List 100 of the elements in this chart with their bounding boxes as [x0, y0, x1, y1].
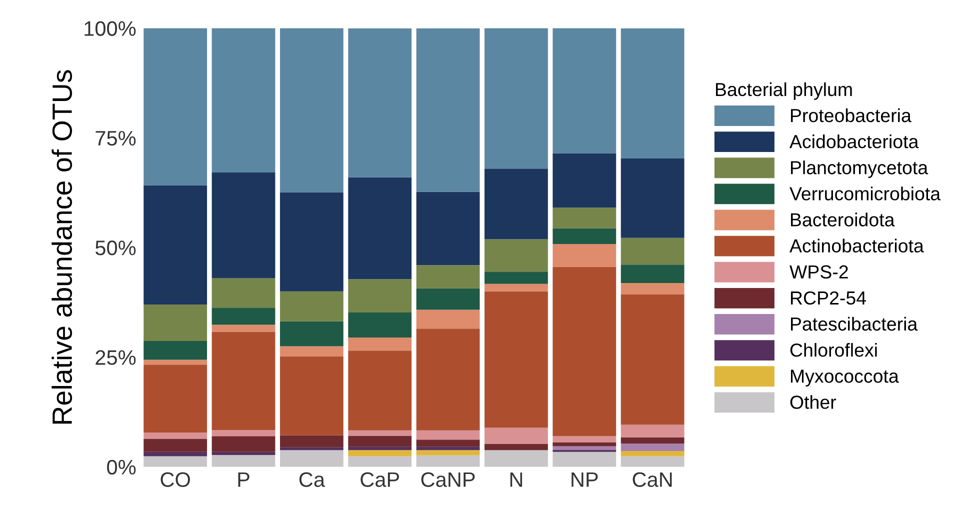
bar	[620, 456, 684, 467]
bar	[212, 452, 276, 455]
bar	[212, 430, 276, 436]
bar	[484, 428, 548, 444]
x-tick-label: CO	[160, 472, 190, 487]
bar	[348, 456, 412, 467]
bar	[280, 435, 344, 448]
bar	[552, 28, 616, 154]
bar	[484, 291, 548, 428]
bar	[552, 446, 616, 450]
bar	[348, 446, 412, 450]
y-tick-label: 0%	[107, 460, 136, 475]
bar	[212, 28, 276, 173]
bar	[280, 450, 344, 467]
bar	[620, 264, 684, 284]
bar	[144, 340, 208, 360]
legend-label: RCP2-54	[790, 291, 866, 305]
bar	[552, 266, 616, 436]
bar	[280, 291, 344, 322]
bar	[144, 364, 208, 433]
bar	[348, 430, 412, 436]
bar	[484, 272, 548, 284]
bar	[552, 153, 616, 208]
bar	[280, 447, 344, 450]
bar	[552, 436, 616, 442]
bar	[144, 438, 208, 452]
bar	[620, 158, 684, 238]
bar	[484, 239, 548, 272]
bar	[620, 451, 684, 456]
bar	[416, 288, 480, 310]
y-tick-label: 75%	[96, 130, 136, 146]
bar	[552, 452, 616, 467]
bar	[348, 350, 412, 430]
bar	[280, 346, 344, 356]
bar	[280, 192, 344, 292]
bar	[212, 308, 276, 325]
bar	[552, 244, 616, 267]
bar	[416, 328, 480, 430]
bar	[144, 452, 208, 456]
bar	[416, 310, 480, 329]
bar	[552, 208, 616, 228]
bar	[280, 356, 344, 436]
bar	[620, 294, 684, 425]
bar	[484, 284, 548, 292]
bar	[620, 283, 684, 294]
bar	[348, 28, 412, 178]
bar	[348, 177, 412, 280]
legend-title: Bacterial phylum	[716, 82, 852, 100]
bar	[144, 432, 208, 439]
bar	[416, 455, 480, 467]
legend-label: Planctomycetota	[790, 160, 928, 178]
y-axis-title: Relative abundance of OTUs	[52, 70, 72, 424]
bar	[416, 192, 480, 266]
legend-label: Verrucomicrobiota	[790, 186, 941, 200]
legend-label: Bacteroidota	[790, 212, 895, 226]
bar	[348, 312, 412, 338]
bar	[144, 185, 208, 305]
bar	[620, 238, 684, 265]
bar	[348, 436, 412, 447]
bar	[348, 450, 412, 456]
y-tick-label: 25%	[96, 350, 136, 365]
legend-label: Other	[790, 395, 836, 409]
bar	[416, 28, 480, 192]
bar	[416, 440, 480, 447]
bar	[280, 28, 344, 192]
bar	[620, 444, 684, 452]
x-tick-label: Ca	[299, 472, 325, 487]
bar	[348, 337, 412, 351]
bar	[280, 321, 344, 346]
bar	[416, 446, 480, 450]
bar	[212, 278, 276, 308]
bar	[552, 228, 616, 244]
bar	[144, 456, 208, 467]
bar	[416, 430, 480, 440]
bar	[212, 454, 276, 467]
bar	[620, 28, 684, 158]
bar	[620, 437, 684, 444]
y-tick-label: 100%	[84, 21, 136, 36]
bar	[484, 450, 548, 467]
bar	[484, 28, 548, 169]
bar	[212, 436, 276, 452]
bar	[416, 265, 480, 288]
bar	[144, 304, 208, 341]
x-tick-label: CaP	[360, 472, 400, 487]
bar	[144, 28, 208, 186]
legend-label: Actinobacteriota	[789, 238, 924, 253]
x-tick-label: P	[238, 472, 250, 487]
bar	[484, 168, 548, 240]
y-tick-label: 50%	[96, 240, 136, 256]
bar	[212, 332, 276, 430]
bar	[144, 360, 208, 365]
bar	[348, 279, 412, 312]
legend-label: Acidobacteriota	[789, 134, 919, 148]
legend-label: WPS-2	[790, 265, 848, 279]
x-tick-label: N	[510, 472, 522, 487]
bar	[484, 444, 548, 450]
bar	[212, 324, 276, 332]
bar	[620, 424, 684, 438]
legend-label: Myxococcota	[790, 370, 899, 387]
x-tick-label: CaN	[632, 472, 672, 487]
